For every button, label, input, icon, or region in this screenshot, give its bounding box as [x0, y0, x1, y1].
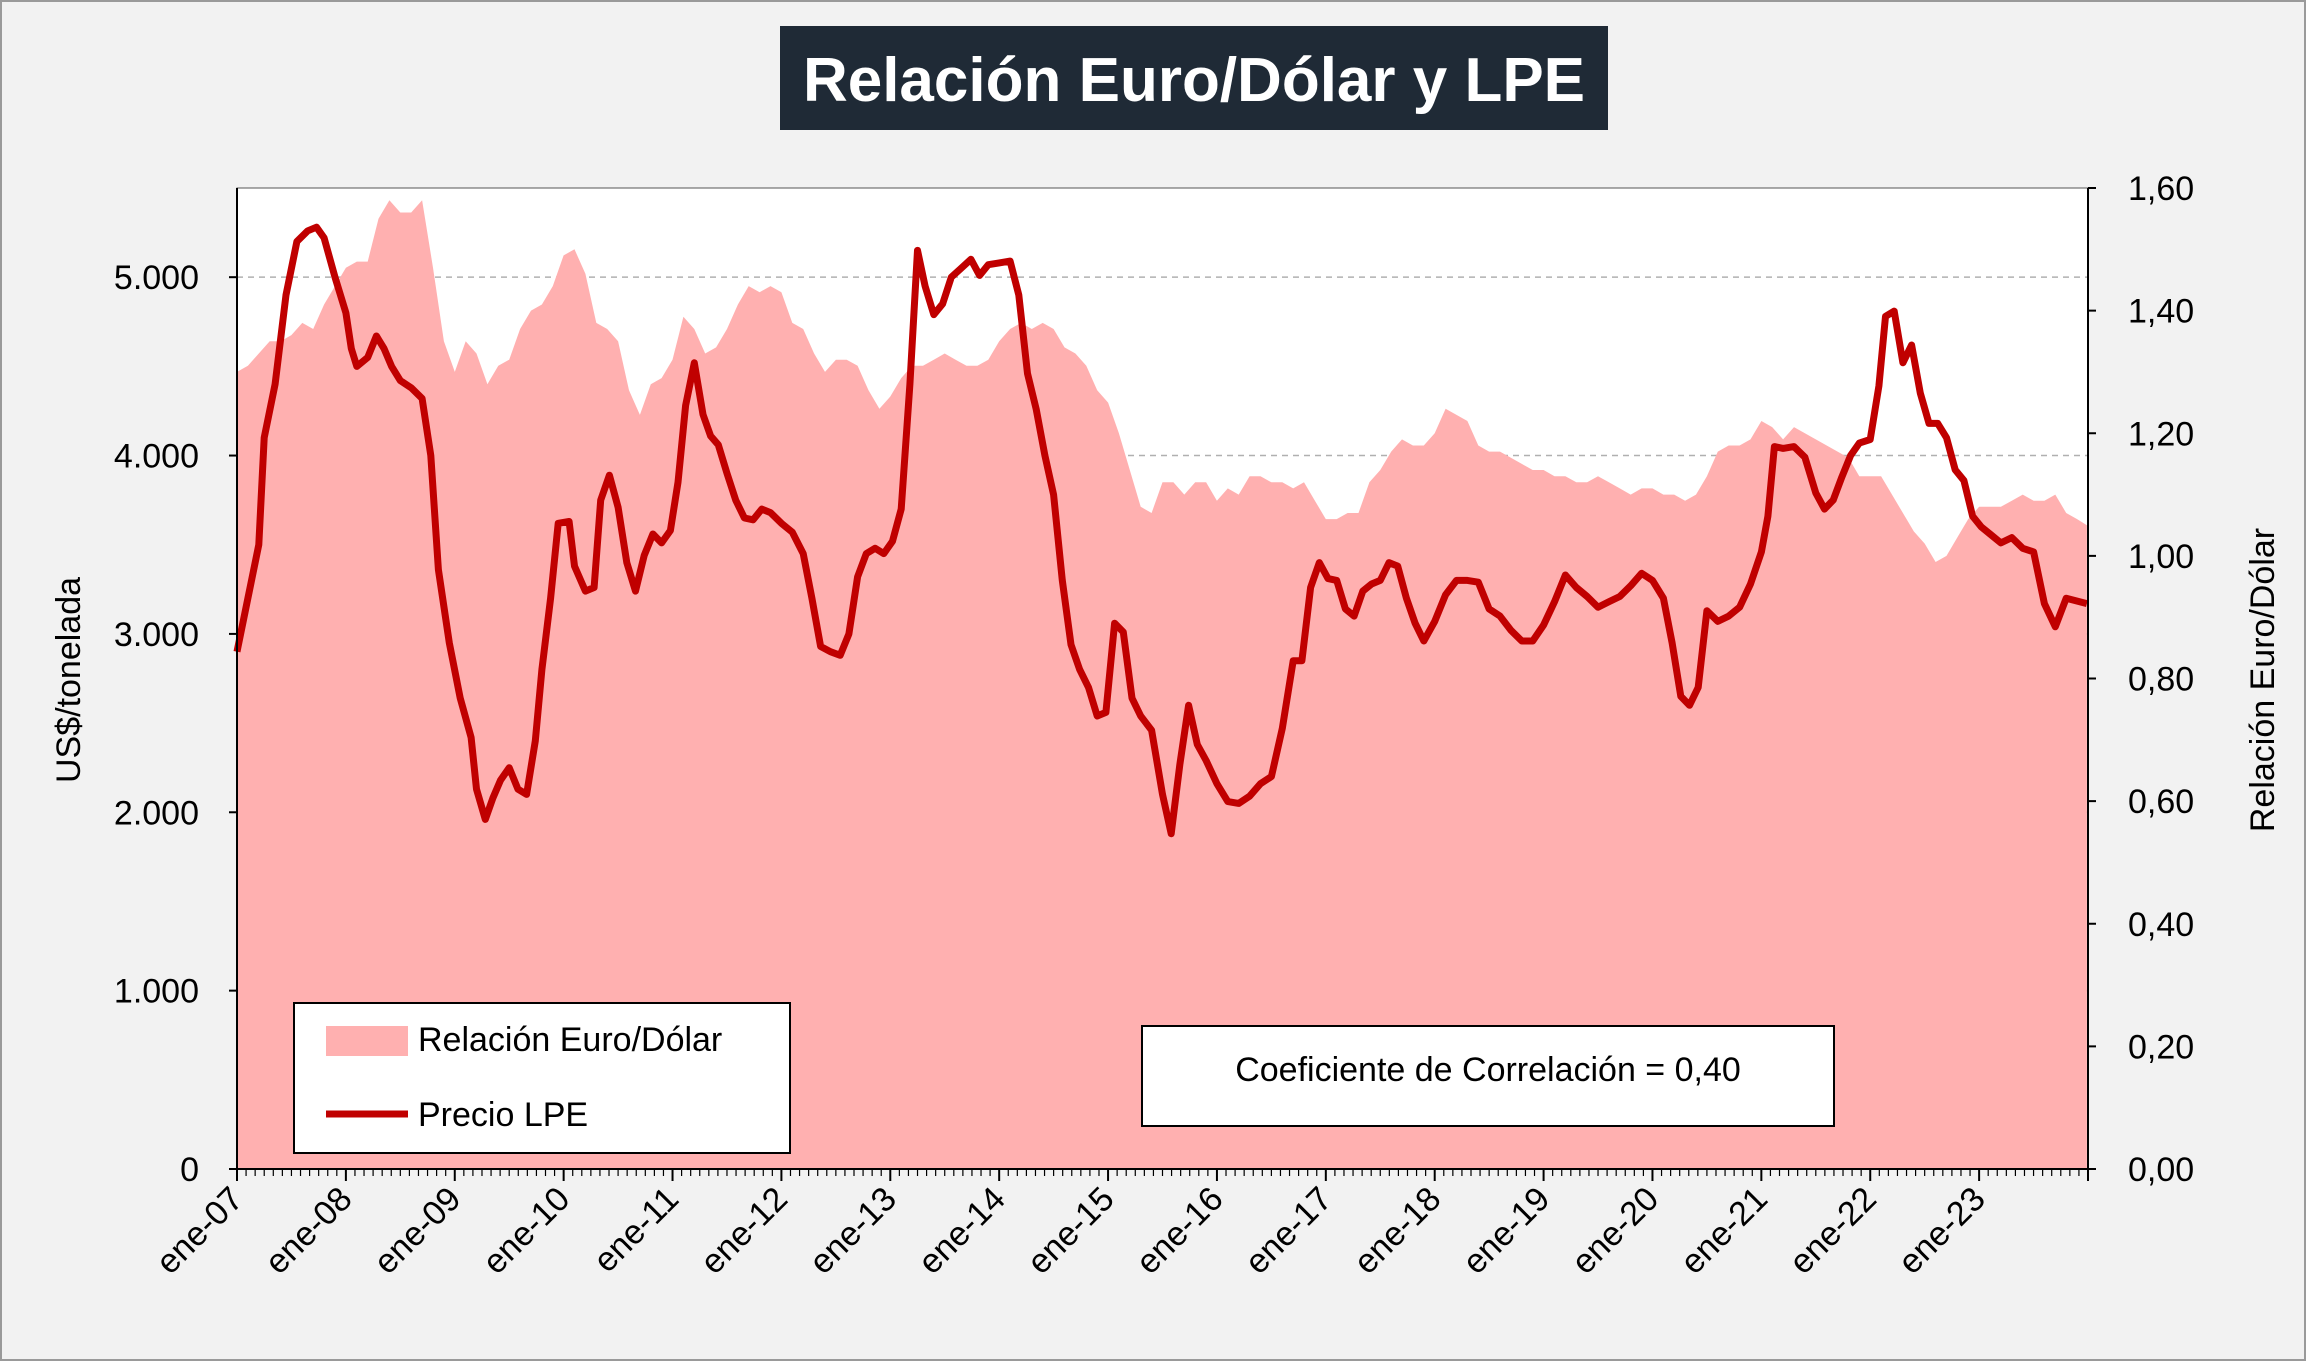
y-axis-right-label: Relación Euro/Dólar: [2244, 528, 2282, 832]
x-tick-label: ene-12: [693, 1180, 795, 1282]
legend-label-precio-lpe: Precio LPE: [418, 1096, 588, 1134]
left-tick-label: 4.000: [114, 438, 199, 476]
x-tick-label: ene-10: [476, 1180, 578, 1282]
left-tick-label: 1.000: [114, 973, 199, 1011]
right-tick-label: 1,60: [2128, 170, 2194, 208]
right-tick-label: 1,40: [2128, 293, 2194, 331]
x-tick-label: ene-20: [1564, 1180, 1666, 1282]
x-tick-label: ene-15: [1020, 1180, 1122, 1282]
x-tick-label: ene-14: [911, 1180, 1013, 1282]
left-tick-label: 5.000: [114, 259, 199, 297]
x-tick-label: ene-11: [586, 1180, 686, 1280]
x-tick-label: ene-23: [1891, 1180, 1993, 1282]
left-ticks: 0 1.000 2.000 3.000 4.000 5.000: [114, 259, 237, 1189]
right-tick-label: 0,60: [2128, 783, 2194, 821]
annotation-box: [1141, 1025, 1835, 1127]
right-tick-label: 1,00: [2128, 538, 2194, 576]
right-tick-label: 1,20: [2128, 415, 2194, 453]
left-tick-label: 3.000: [114, 616, 199, 654]
right-tick-label: 0,80: [2128, 661, 2194, 699]
chart-title: Relación Euro/Dólar y LPE: [803, 46, 1585, 115]
right-ticks: 0,00 0,20 0,40 0,60 0,80 1,00 1,20 1,40 1,60: [2088, 170, 2194, 1189]
x-tick-label: ene-22: [1782, 1180, 1884, 1282]
right-tick-label: 0,40: [2128, 906, 2194, 944]
series-line-precio-lpe: [233, 223, 2088, 838]
x-tick-label: ene-21: [1673, 1180, 1775, 1282]
x-tick-label: ene-07: [149, 1180, 251, 1282]
x-tick-label: ene-17: [1238, 1180, 1340, 1282]
left-tick-label: 2.000: [114, 794, 199, 832]
x-ticks: ene-07 ene-08 ene-09 ene-10 ene-11 ene-12 ene-…: [149, 1169, 2089, 1282]
legend-label-euro-dolar: Relación Euro/Dólar: [418, 1021, 722, 1059]
left-tick-label: 0: [180, 1151, 199, 1189]
x-tick-label: ene-13: [802, 1180, 904, 1282]
x-tick-label: ene-18: [1347, 1180, 1449, 1282]
correlation-annotation: Coeficiente de Correlación = 0,40: [1235, 1051, 1741, 1089]
x-tick-label: ene-19: [1456, 1180, 1558, 1282]
x-tick-label: ene-16: [1129, 1180, 1231, 1282]
y-axis-left-label: US$/tonelada: [50, 577, 88, 783]
x-tick-label: ene-09: [367, 1180, 469, 1282]
legend-swatch-area: [326, 1026, 408, 1056]
right-tick-label: 0,20: [2128, 1028, 2194, 1066]
title-box: [780, 26, 1608, 130]
x-tick-label: ene-08: [258, 1180, 360, 1282]
legend: Relación Euro/Dólar Precio LPE: [293, 1002, 791, 1154]
series-area-euro-dolar: [237, 200, 2087, 1170]
right-tick-label: 0,00: [2128, 1151, 2194, 1189]
